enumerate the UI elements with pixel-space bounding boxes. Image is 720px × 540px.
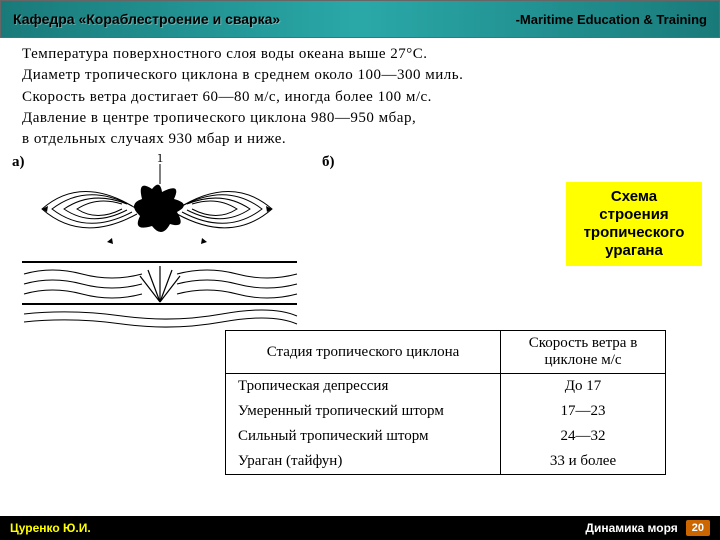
body-text: Температура поверхностного слоя воды оке… [0, 38, 720, 154]
dept-title: Кафедра «Кораблестроение и сварка» [13, 11, 280, 27]
svg-text:1: 1 [157, 154, 164, 165]
para-1: Температура поверхностного слоя воды оке… [22, 44, 708, 64]
callout-l3: тропического [570, 224, 698, 242]
para-4: Давление в центре тропического циклона 9… [22, 108, 708, 128]
table-row: Тропическая депрессия До 17 [226, 374, 666, 400]
label-b: б) [322, 154, 335, 171]
page-number: 20 [686, 520, 710, 536]
footer-bar: Цуренко Ю.И. Динамика моря 20 [0, 516, 720, 540]
footer-author: Цуренко Ю.И. [10, 521, 91, 535]
table-row: Сильный тропический шторм 24—32 [226, 424, 666, 449]
cyclone-diagram: 1 [12, 154, 307, 329]
header-bar: Кафедра «Кораблестроение и сварка» -Mari… [0, 0, 720, 38]
header-subtitle: -Maritime Education & Training [516, 12, 707, 27]
th-stage: Стадия тропического циклона [226, 331, 501, 374]
scheme-callout: Схема строения тропического урагана [566, 182, 702, 266]
table-row: Ураган (тайфун) 33 и более [226, 449, 666, 475]
para-2: Диаметр тропического циклона в среднем о… [22, 65, 708, 85]
table-row: Умеренный тропический шторм 17—23 [226, 399, 666, 424]
para-5: в отдельных случаях 930 мбар и ниже. [22, 129, 708, 149]
callout-l4: урагана [570, 242, 698, 260]
callout-l1: Схема [570, 188, 698, 206]
para-3: Скорость ветра достигает 60—80 м/с, иног… [22, 87, 708, 107]
callout-l2: строения [570, 206, 698, 224]
footer-title: Динамика моря [585, 521, 677, 535]
cyclone-stage-table: Стадия тропического циклона Скорость вет… [225, 330, 666, 475]
th-speed: Скорость ветра в циклоне м/с [501, 331, 666, 374]
